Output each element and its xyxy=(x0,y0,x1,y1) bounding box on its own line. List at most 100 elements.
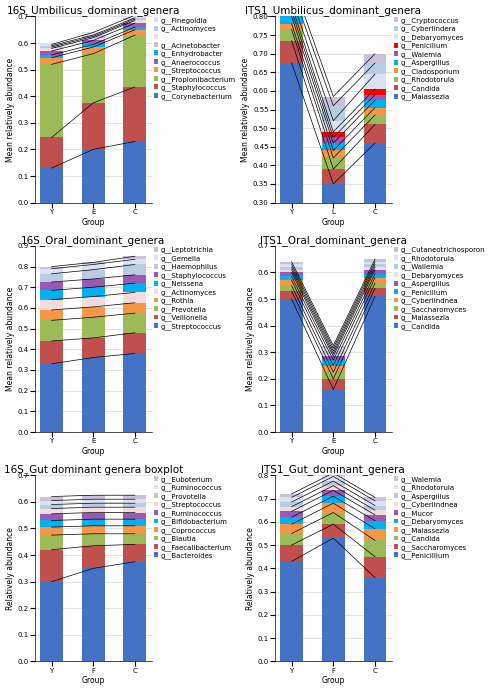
Bar xyxy=(123,499,147,503)
Bar xyxy=(40,47,63,48)
Bar xyxy=(123,27,147,30)
Bar xyxy=(364,557,386,578)
Title: 16S_Gut dominant genera boxplot: 16S_Gut dominant genera boxplot xyxy=(3,464,183,475)
Bar xyxy=(40,55,63,57)
Bar xyxy=(322,476,345,481)
Bar xyxy=(123,265,147,275)
Bar xyxy=(123,313,147,333)
Bar xyxy=(322,351,345,354)
Bar xyxy=(40,500,63,504)
Bar xyxy=(322,473,345,476)
Bar xyxy=(40,363,63,432)
Legend: g__Cutaneotrichosporon, g__Rhodotorula, g__Wallemia, g__Debaryomyces, g__Aspergi: g__Cutaneotrichosporon, g__Rhodotorula, … xyxy=(393,246,486,330)
Bar xyxy=(322,143,345,151)
Bar xyxy=(82,357,105,432)
X-axis label: Group: Group xyxy=(82,218,105,227)
Bar xyxy=(40,520,63,527)
Bar xyxy=(280,561,303,661)
Bar xyxy=(322,379,345,390)
X-axis label: Group: Group xyxy=(322,218,345,227)
Bar xyxy=(123,292,147,303)
Bar xyxy=(364,498,386,501)
Bar xyxy=(364,89,386,95)
Bar xyxy=(123,562,147,661)
Bar xyxy=(364,578,386,661)
Title: ITS1_Umbilicus_dominant_genera: ITS1_Umbilicus_dominant_genera xyxy=(246,6,421,17)
Bar xyxy=(40,290,63,300)
Bar xyxy=(364,288,386,296)
Legend: g__Leptotrichia, g__Gemella, g__Haemophilus, g__Staphylococcus, g__Neissena, g__: g__Leptotrichia, g__Gemella, g__Haemophi… xyxy=(153,246,227,330)
Bar xyxy=(322,503,345,513)
Bar xyxy=(82,103,105,149)
Bar xyxy=(280,545,303,561)
Bar xyxy=(364,115,386,124)
Bar xyxy=(364,108,386,115)
Bar xyxy=(364,265,386,267)
Bar xyxy=(280,0,303,6)
Bar xyxy=(123,545,147,562)
Bar xyxy=(322,360,345,366)
Bar xyxy=(40,46,63,47)
Y-axis label: Relatively abundance: Relatively abundance xyxy=(5,527,15,609)
Bar xyxy=(40,497,63,500)
Bar xyxy=(82,495,105,499)
Bar xyxy=(364,283,386,288)
Bar xyxy=(123,283,147,292)
Bar xyxy=(280,286,303,291)
Bar xyxy=(280,517,303,524)
Bar xyxy=(364,540,386,557)
Y-axis label: Mean relatively abundance: Mean relatively abundance xyxy=(5,287,15,391)
Bar xyxy=(322,390,345,432)
Bar xyxy=(280,63,303,202)
Bar xyxy=(322,348,345,351)
Bar xyxy=(123,526,147,533)
Bar xyxy=(40,44,63,46)
Bar xyxy=(82,568,105,661)
Bar xyxy=(280,272,303,276)
Bar xyxy=(40,514,63,520)
Bar xyxy=(280,11,303,17)
Bar xyxy=(82,38,105,40)
Bar xyxy=(322,524,345,538)
Bar xyxy=(123,30,147,35)
Bar xyxy=(364,63,386,74)
Bar xyxy=(40,51,63,55)
Y-axis label: Relatively abundance: Relatively abundance xyxy=(246,527,254,609)
Bar xyxy=(40,282,63,290)
Bar xyxy=(280,267,303,269)
X-axis label: Group: Group xyxy=(322,676,345,685)
Bar xyxy=(123,275,147,283)
Bar xyxy=(82,296,105,307)
Bar xyxy=(82,265,105,269)
Bar xyxy=(280,524,303,533)
Bar xyxy=(364,54,386,63)
Bar xyxy=(280,262,303,265)
Bar xyxy=(280,17,303,24)
Bar xyxy=(364,296,386,432)
Bar xyxy=(40,269,63,274)
Bar xyxy=(280,265,303,267)
Bar xyxy=(364,501,386,506)
Bar xyxy=(123,519,147,526)
Bar xyxy=(123,513,147,519)
Bar xyxy=(123,333,147,353)
Bar xyxy=(82,37,105,38)
Bar xyxy=(40,310,63,321)
Bar xyxy=(82,35,105,37)
Bar xyxy=(364,510,386,515)
Bar xyxy=(280,498,303,502)
Y-axis label: Mean relatively abundance: Mean relatively abundance xyxy=(5,57,15,162)
Bar xyxy=(322,106,345,121)
Bar xyxy=(40,138,63,168)
Bar xyxy=(280,30,303,41)
Bar xyxy=(364,259,386,262)
Bar xyxy=(82,513,105,519)
Bar xyxy=(280,502,303,507)
Bar xyxy=(364,262,386,265)
Bar xyxy=(322,138,345,143)
X-axis label: Group: Group xyxy=(82,676,105,685)
Bar xyxy=(322,486,345,491)
Bar xyxy=(40,527,63,535)
Bar xyxy=(364,269,386,274)
Bar xyxy=(40,48,63,51)
